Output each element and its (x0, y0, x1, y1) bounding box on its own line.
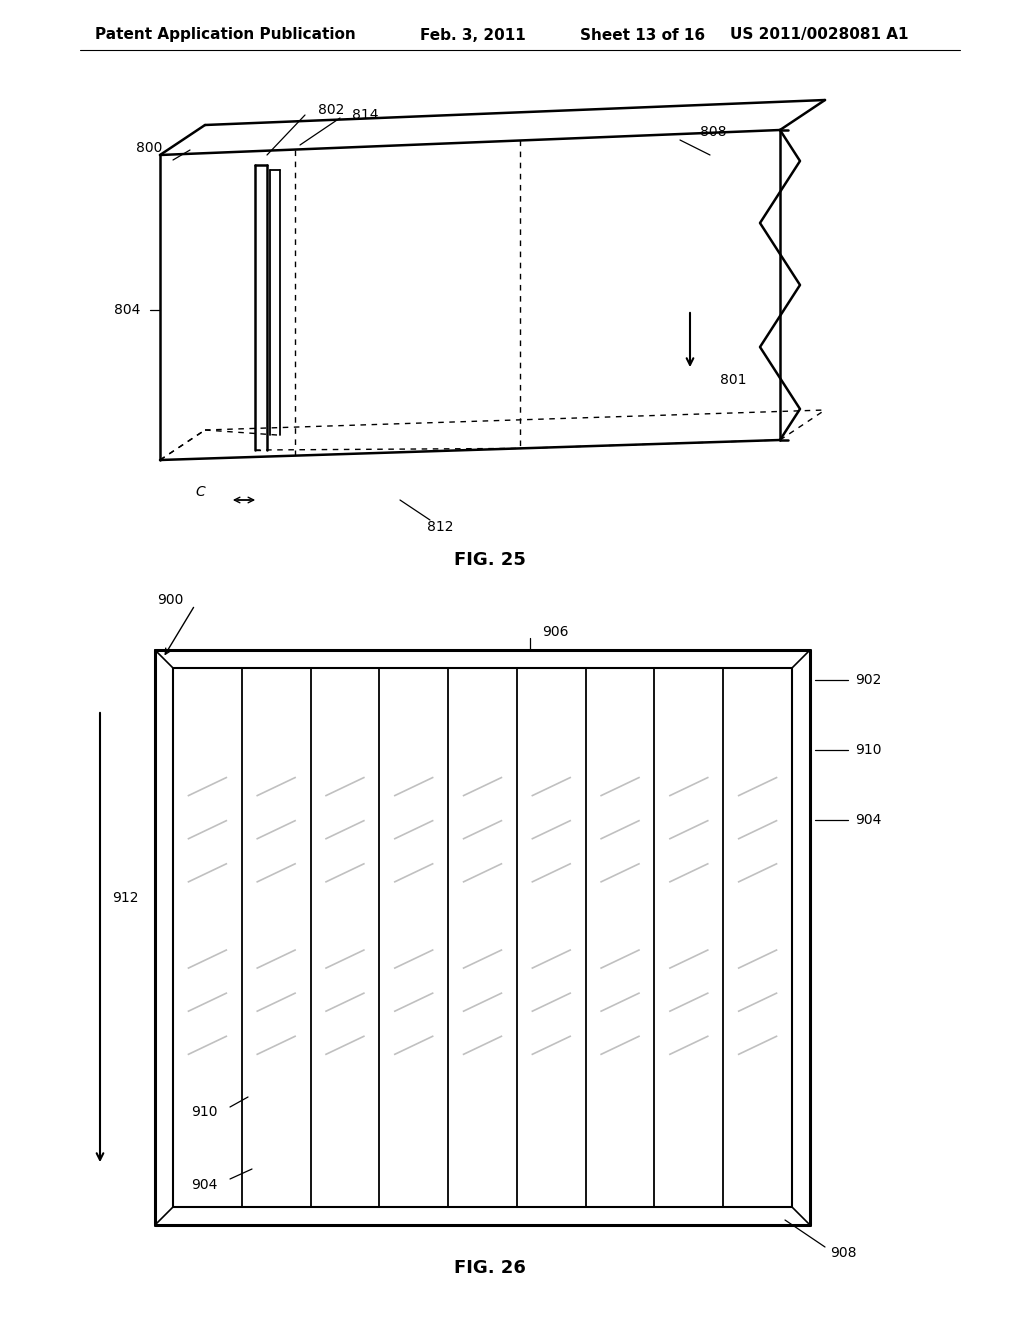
Text: 910: 910 (191, 1105, 218, 1119)
Text: 900: 900 (157, 593, 183, 607)
Text: 808: 808 (700, 125, 726, 139)
Text: Patent Application Publication: Patent Application Publication (95, 28, 355, 42)
Text: 908: 908 (830, 1246, 856, 1261)
Text: US 2011/0028081 A1: US 2011/0028081 A1 (730, 28, 908, 42)
Text: 800: 800 (135, 141, 162, 154)
Text: 904: 904 (191, 1177, 218, 1192)
Text: C: C (196, 484, 205, 499)
Text: 902: 902 (855, 673, 882, 686)
Text: 801: 801 (720, 374, 746, 387)
Text: FIG. 26: FIG. 26 (454, 1259, 526, 1276)
Text: 802: 802 (318, 103, 344, 117)
Text: 804: 804 (114, 304, 140, 317)
Text: 812: 812 (427, 520, 454, 535)
Text: 904: 904 (855, 813, 882, 828)
Text: 910: 910 (855, 743, 882, 756)
Text: Feb. 3, 2011: Feb. 3, 2011 (420, 28, 525, 42)
Text: FIG. 25: FIG. 25 (454, 550, 526, 569)
Text: 912: 912 (112, 891, 138, 904)
Text: 814: 814 (352, 108, 379, 121)
Text: Sheet 13 of 16: Sheet 13 of 16 (580, 28, 706, 42)
Text: 906: 906 (542, 624, 568, 639)
